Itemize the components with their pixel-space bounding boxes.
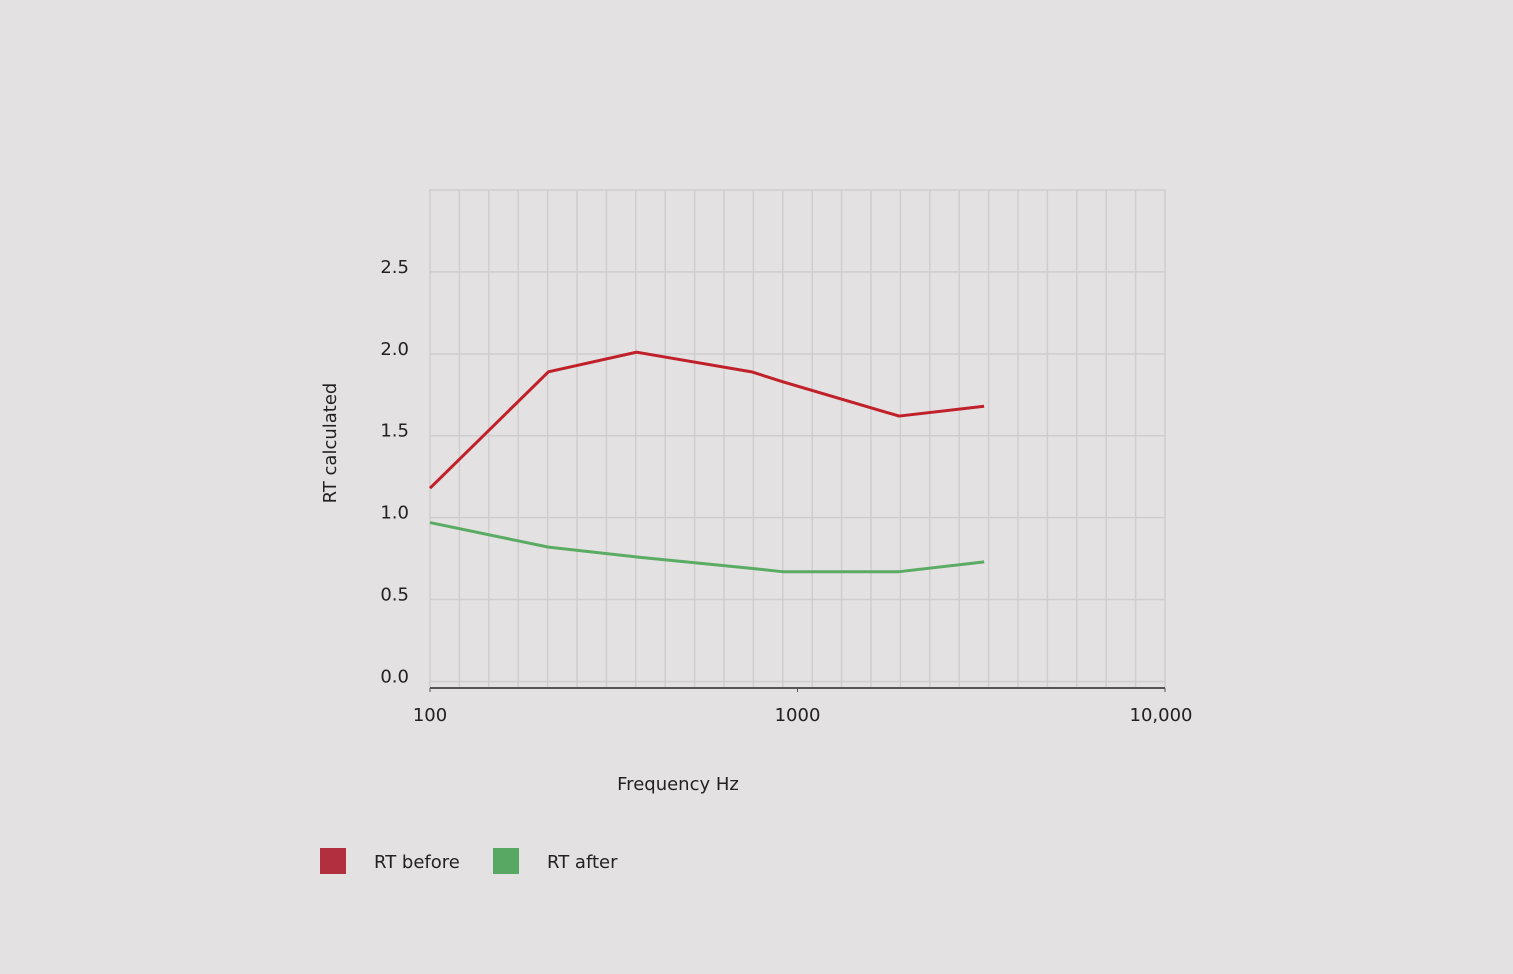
x-tick-label: 10,000 bbox=[1130, 705, 1193, 726]
y-tick-label: 1.5 bbox=[380, 421, 409, 442]
series-line bbox=[429, 521, 985, 574]
x-tick-label: 1000 bbox=[775, 705, 821, 726]
y-tick-label: 0.0 bbox=[380, 666, 409, 687]
series-line bbox=[428, 350, 985, 490]
legend-label: RT after bbox=[547, 852, 618, 873]
y-tick-label: 2.5 bbox=[380, 257, 409, 278]
y-tick-label: 2.0 bbox=[380, 339, 409, 360]
legend-label: RT before bbox=[374, 852, 460, 873]
legend-swatch bbox=[320, 848, 346, 874]
x-tick-label: 100 bbox=[413, 705, 447, 726]
y-tick-label: 1.0 bbox=[380, 503, 409, 524]
legend-swatch bbox=[493, 848, 519, 874]
y-axis-label: RT calculated bbox=[320, 383, 341, 504]
plot-frame bbox=[429, 189, 1166, 689]
x-axis-label: Frequency Hz bbox=[617, 774, 739, 795]
y-tick-label: 0.5 bbox=[380, 585, 409, 606]
